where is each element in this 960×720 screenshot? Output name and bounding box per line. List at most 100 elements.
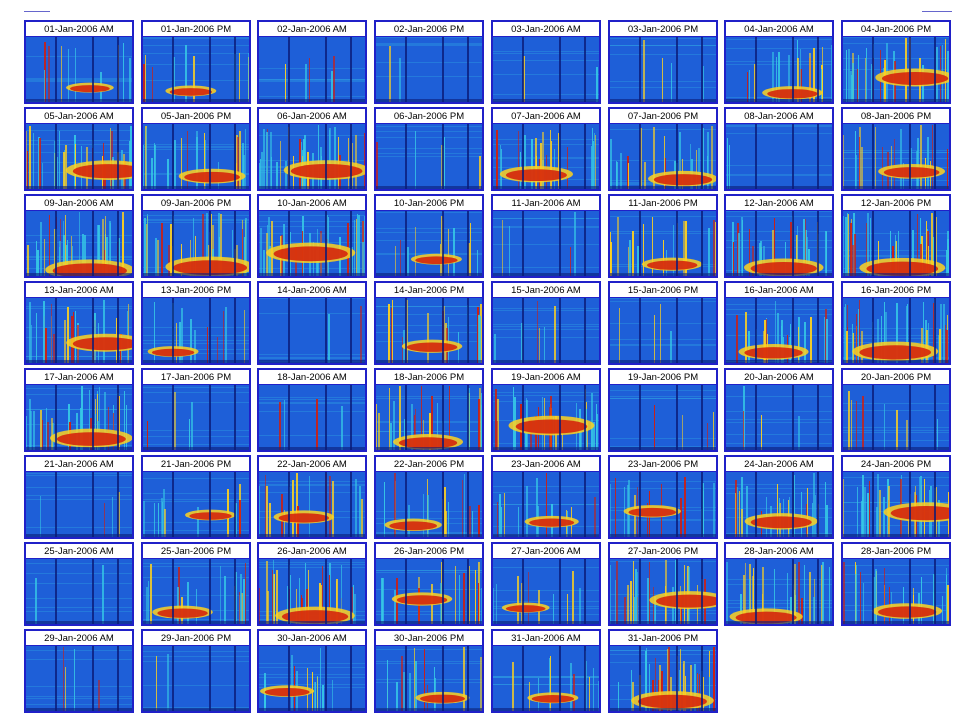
spectrogram-image xyxy=(843,298,949,363)
panel-label: 05-Jan-2006 PM xyxy=(143,109,249,124)
spectrogram-panel: 14-Jan-2006 AM xyxy=(257,281,367,365)
panel-label: 13-Jan-2006 AM xyxy=(26,283,132,298)
spectrogram-panel: 02-Jan-2006 PM xyxy=(374,20,484,104)
panel-label: 31-Jan-2006 AM xyxy=(493,631,599,646)
spectrogram-image xyxy=(143,472,249,537)
panel-label: 24-Jan-2006 AM xyxy=(726,457,832,472)
panel-label: 21-Jan-2006 PM xyxy=(143,457,249,472)
spectrogram-image xyxy=(259,646,365,711)
top-right-rule xyxy=(922,11,952,12)
spectrogram-panel: 30-Jan-2006 AM xyxy=(257,629,367,713)
panel-label: 12-Jan-2006 AM xyxy=(726,196,832,211)
panel-label: 31-Jan-2006 PM xyxy=(610,631,716,646)
spectrogram-panel: 15-Jan-2006 AM xyxy=(491,281,601,365)
spectrogram-panel: 31-Jan-2006 AM xyxy=(491,629,601,713)
spectrogram-image xyxy=(493,385,599,450)
spectrogram-panel: 20-Jan-2006 AM xyxy=(724,368,834,452)
spectrogram-panel: 26-Jan-2006 AM xyxy=(257,542,367,626)
spectrogram-panel: 29-Jan-2006 AM xyxy=(24,629,134,713)
spectrogram-image xyxy=(493,298,599,363)
spectrogram-image xyxy=(376,559,482,624)
panel-label: 14-Jan-2006 AM xyxy=(259,283,365,298)
panel-label: 04-Jan-2006 AM xyxy=(726,22,832,37)
spectrogram-panel: 11-Jan-2006 AM xyxy=(491,194,601,278)
panel-label: 06-Jan-2006 AM xyxy=(259,109,365,124)
spectrogram-image xyxy=(143,124,249,189)
spectrogram-image xyxy=(376,124,482,189)
spectrogram-panel: 24-Jan-2006 AM xyxy=(724,455,834,539)
spectrogram-panel: 25-Jan-2006 AM xyxy=(24,542,134,626)
spectrogram-image xyxy=(26,37,132,102)
panel-label: 13-Jan-2006 PM xyxy=(143,283,249,298)
panel-label: 22-Jan-2006 AM xyxy=(259,457,365,472)
spectrogram-image xyxy=(493,124,599,189)
spectrogram-panel: 06-Jan-2006 PM xyxy=(374,107,484,191)
spectrogram-image xyxy=(610,124,716,189)
panel-label: 19-Jan-2006 PM xyxy=(610,370,716,385)
spectrogram-panel: 31-Jan-2006 PM xyxy=(608,629,718,713)
spectrogram-panel: 21-Jan-2006 PM xyxy=(141,455,251,539)
spectrogram-panel: 07-Jan-2006 AM xyxy=(491,107,601,191)
spectrogram-panel: 10-Jan-2006 AM xyxy=(257,194,367,278)
spectrogram-image xyxy=(493,559,599,624)
spectrogram-image xyxy=(493,211,599,276)
spectrogram-image xyxy=(610,385,716,450)
spectrogram-panel: 25-Jan-2006 PM xyxy=(141,542,251,626)
spectrogram-image xyxy=(376,646,482,711)
spectrogram-panel: 03-Jan-2006 AM xyxy=(491,20,601,104)
spectrogram-panel: 19-Jan-2006 AM xyxy=(491,368,601,452)
spectrogram-image xyxy=(259,124,365,189)
spectrogram-panel: 12-Jan-2006 PM xyxy=(841,194,951,278)
panel-label: 15-Jan-2006 AM xyxy=(493,283,599,298)
spectrogram-image xyxy=(259,385,365,450)
spectrogram-panel: 20-Jan-2006 PM xyxy=(841,368,951,452)
spectrogram-panel: 04-Jan-2006 AM xyxy=(724,20,834,104)
panel-label: 14-Jan-2006 PM xyxy=(376,283,482,298)
panel-label: 12-Jan-2006 PM xyxy=(843,196,949,211)
spectrogram-image xyxy=(843,385,949,450)
spectrogram-panel: 13-Jan-2006 PM xyxy=(141,281,251,365)
spectrogram-image xyxy=(259,472,365,537)
spectrogram-image xyxy=(493,472,599,537)
panel-label: 01-Jan-2006 AM xyxy=(26,22,132,37)
panel-label: 05-Jan-2006 AM xyxy=(26,109,132,124)
spectrogram-image xyxy=(26,472,132,537)
panel-label: 23-Jan-2006 AM xyxy=(493,457,599,472)
panel-label: 08-Jan-2006 AM xyxy=(726,109,832,124)
panel-label: 06-Jan-2006 PM xyxy=(376,109,482,124)
spectrogram-panel: 15-Jan-2006 PM xyxy=(608,281,718,365)
spectrogram-image xyxy=(143,646,249,711)
spectrogram-image xyxy=(843,559,949,624)
panel-label: 10-Jan-2006 PM xyxy=(376,196,482,211)
spectrogram-panel: 08-Jan-2006 AM xyxy=(724,107,834,191)
spectrogram-image xyxy=(493,37,599,102)
spectrogram-panel: 16-Jan-2006 AM xyxy=(724,281,834,365)
panel-label: 29-Jan-2006 AM xyxy=(26,631,132,646)
spectrogram-image xyxy=(376,298,482,363)
spectrogram-image xyxy=(843,211,949,276)
spectrogram-panel: 04-Jan-2006 PM xyxy=(841,20,951,104)
spectrogram-panel: 30-Jan-2006 PM xyxy=(374,629,484,713)
spectrogram-panel: 28-Jan-2006 PM xyxy=(841,542,951,626)
panel-label: 03-Jan-2006 PM xyxy=(610,22,716,37)
spectrogram-image xyxy=(143,211,249,276)
spectrogram-panel: 12-Jan-2006 AM xyxy=(724,194,834,278)
panel-label: 15-Jan-2006 PM xyxy=(610,283,716,298)
panel-label: 29-Jan-2006 PM xyxy=(143,631,249,646)
spectrogram-image xyxy=(726,37,832,102)
panel-label: 26-Jan-2006 PM xyxy=(376,544,482,559)
spectrogram-image xyxy=(843,472,949,537)
panel-label: 27-Jan-2006 PM xyxy=(610,544,716,559)
spectrogram-panel: 07-Jan-2006 PM xyxy=(608,107,718,191)
spectrogram-panel: 05-Jan-2006 PM xyxy=(141,107,251,191)
panel-label: 26-Jan-2006 AM xyxy=(259,544,365,559)
spectrogram-panel: 01-Jan-2006 PM xyxy=(141,20,251,104)
spectrogram-panel: 24-Jan-2006 PM xyxy=(841,455,951,539)
spectrogram-panel: 27-Jan-2006 PM xyxy=(608,542,718,626)
spectrogram-panel: 03-Jan-2006 PM xyxy=(608,20,718,104)
panel-label: 23-Jan-2006 PM xyxy=(610,457,716,472)
spectrogram-image xyxy=(726,385,832,450)
panel-label: 25-Jan-2006 AM xyxy=(26,544,132,559)
spectrogram-image xyxy=(26,211,132,276)
